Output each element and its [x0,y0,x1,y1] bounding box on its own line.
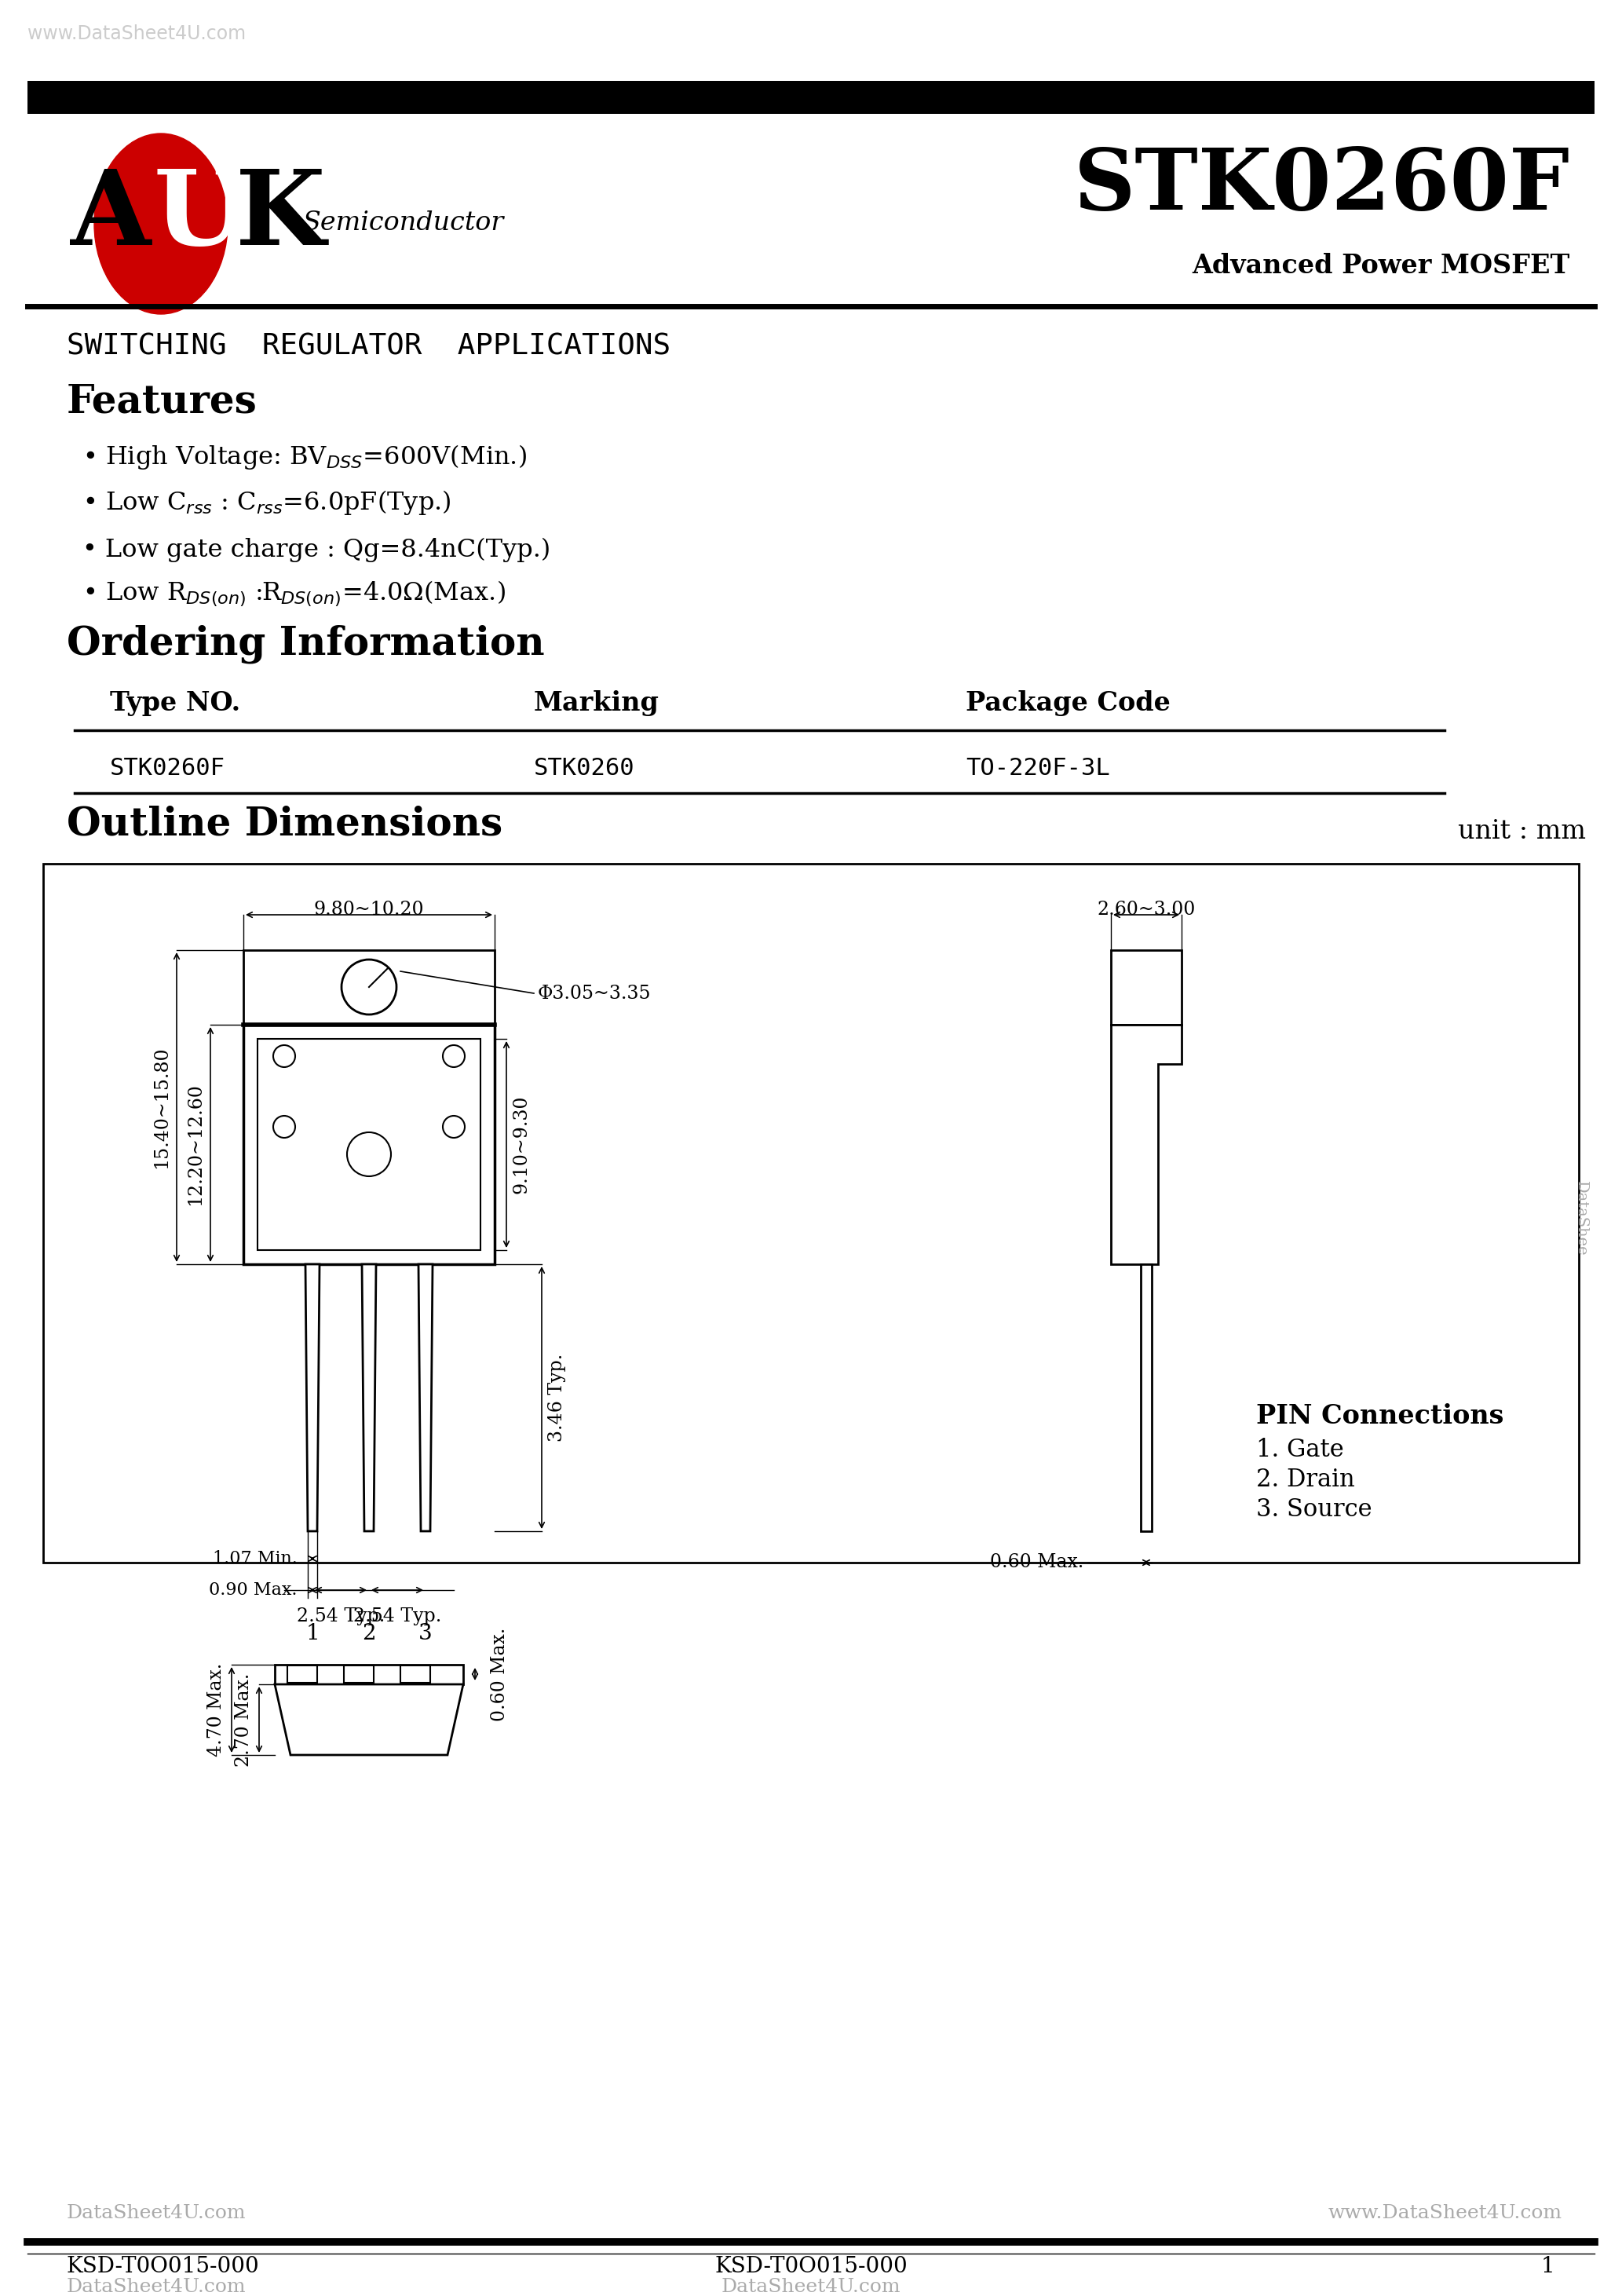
Text: Marking: Marking [534,691,660,716]
Text: K: K [235,165,326,266]
Text: 2. Drain: 2. Drain [1255,1467,1354,1492]
Text: SWITCHING  REGULATOR  APPLICATIONS: SWITCHING REGULATOR APPLICATIONS [67,333,670,360]
Bar [28,80,1594,115]
Text: 2.60~3.00: 2.60~3.00 [1096,900,1195,918]
Text: 1: 1 [305,1623,320,1644]
Text: 0.60 Max.: 0.60 Max. [989,1554,1083,1573]
Text: 2.54 Typ.: 2.54 Typ. [297,1607,384,1626]
Bar [344,1665,373,1683]
Bar [1111,951,1181,1024]
Text: 12.20~12.60: 12.20~12.60 [187,1084,204,1205]
Bar [258,1038,480,1249]
Text: STK0260F: STK0260F [110,758,225,781]
Circle shape [443,1045,466,1068]
Polygon shape [1111,1024,1181,1265]
Text: • Low R$_{DS(on)}$ :R$_{DS(on)}$=4.0Ω(Max.): • Low R$_{DS(on)}$ :R$_{DS(on)}$=4.0Ω(Ma… [83,579,506,608]
Text: 2.70 Max.: 2.70 Max. [235,1674,253,1766]
Bar [243,951,495,1024]
Text: 4.70 Max.: 4.70 Max. [208,1662,225,1756]
Text: 9.80~10.20: 9.80~10.20 [313,900,425,918]
Text: 0.90 Max.: 0.90 Max. [209,1582,297,1598]
Text: Ordering Information: Ordering Information [67,625,545,664]
Text: PIN Connections: PIN Connections [1255,1403,1504,1428]
Text: • Low C$_{rss}$ : C$_{rss}$=6.0pF(Typ.): • Low C$_{rss}$ : C$_{rss}$=6.0pF(Typ.) [83,489,451,517]
Text: A: A [71,165,151,266]
Text: U: U [152,165,243,266]
Text: 3.46 Typ.: 3.46 Typ. [548,1355,566,1442]
Text: 9.10~9.30: 9.10~9.30 [513,1095,530,1194]
Text: www.DataSheet4U.com: www.DataSheet4U.com [1328,2204,1562,2223]
Text: 1.07 Min.: 1.07 Min. [212,1550,297,1568]
Circle shape [272,1045,295,1068]
Bar [287,1665,318,1683]
Bar [44,863,1578,1564]
Text: Package Code: Package Code [965,691,1171,716]
Text: STK0260: STK0260 [534,758,634,781]
Text: 0.60 Max.: 0.60 Max. [491,1628,509,1722]
Text: www.DataSheet4U.com: www.DataSheet4U.com [28,25,247,44]
Text: Advanced Power MOSFET: Advanced Power MOSFET [1192,253,1570,278]
Text: 1. Gate: 1. Gate [1255,1437,1345,1463]
Text: 1: 1 [1541,2257,1554,2278]
Text: 3: 3 [418,1623,433,1644]
Circle shape [347,1132,391,1176]
Text: Semiconductor: Semiconductor [302,211,503,236]
Text: DataSheet4U.com: DataSheet4U.com [722,2278,900,2296]
Text: 2: 2 [362,1623,376,1644]
Circle shape [342,960,396,1015]
Text: Φ3.05~3.35: Φ3.05~3.35 [539,985,652,1003]
Ellipse shape [94,133,227,315]
Text: Outline Dimensions: Outline Dimensions [67,806,503,845]
Text: TO-220F-3L: TO-220F-3L [965,758,1109,781]
Bar [1140,1265,1152,1531]
Bar [243,1024,495,1265]
Text: STK0260F: STK0260F [1074,145,1570,227]
Polygon shape [418,1265,433,1531]
Text: DataSheet4U.com: DataSheet4U.com [67,2278,247,2296]
Bar [274,1665,464,1685]
Text: KSD-T0O015-000: KSD-T0O015-000 [67,2257,260,2278]
Text: Type NO.: Type NO. [110,691,240,716]
Text: KSD-T0O015-000: KSD-T0O015-000 [715,2257,907,2278]
Polygon shape [274,1685,464,1754]
Text: • High Voltage: BV$_{DSS}$=600V(Min.): • High Voltage: BV$_{DSS}$=600V(Min.) [83,443,527,471]
Text: DataSheet4U.com: DataSheet4U.com [67,2204,247,2223]
Text: 2.54 Typ.: 2.54 Typ. [354,1607,441,1626]
Text: 15.40~15.80: 15.40~15.80 [152,1047,170,1169]
Text: • Low gate charge : Qg=8.4nC(Typ.): • Low gate charge : Qg=8.4nC(Typ.) [83,537,550,563]
Text: DataShee: DataShee [1573,1180,1588,1256]
Polygon shape [305,1265,320,1531]
Circle shape [272,1116,295,1139]
Polygon shape [362,1265,376,1531]
Text: Features: Features [67,383,258,422]
Text: unit : mm: unit : mm [1458,820,1586,845]
Bar [401,1665,430,1683]
Text: 3. Source: 3. Source [1255,1497,1372,1522]
Circle shape [443,1116,466,1139]
